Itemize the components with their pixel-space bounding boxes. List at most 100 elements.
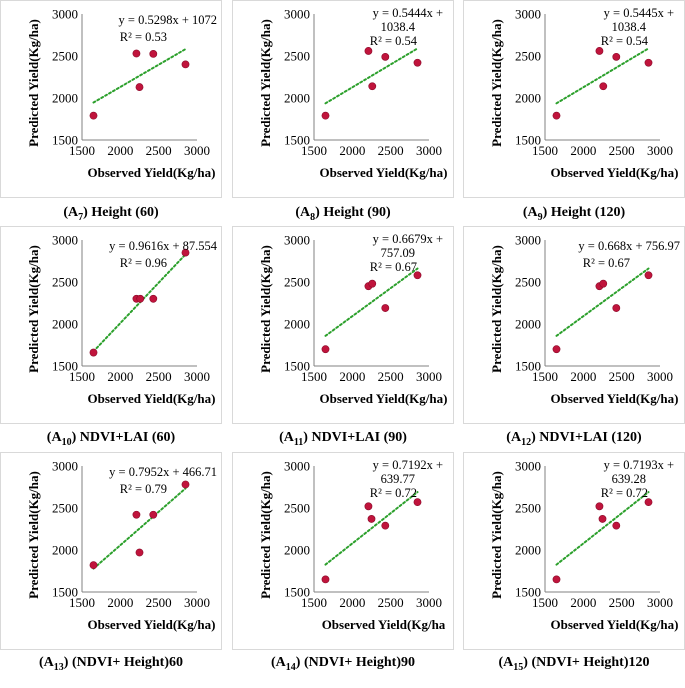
y-tick-label: 3000 (52, 233, 78, 248)
regression-equation: y = 0.6679x + (373, 232, 443, 246)
y-tick-label: 1500 (52, 359, 78, 374)
y-axis-title: Predicted Yield(Kg/ha) (26, 19, 41, 147)
regression-equation: y = 0.5445x + (604, 6, 674, 20)
caption-subscript: 7 (78, 211, 84, 223)
x-tick-label: 1500 (301, 143, 327, 158)
scatter-plot: 1500 2000 2500 3000 1500 2000 2500 3000 Observed… (258, 6, 447, 180)
r-squared-label: R² = 0.54 (601, 34, 649, 48)
panel-caption: (A7) Height (60) (0, 205, 222, 223)
x-axis-title: Observed Yield(Kg/ha) (320, 391, 448, 406)
trendline (555, 47, 650, 105)
caption-prefix: (A (39, 655, 54, 670)
y-tick-label: 3000 (515, 233, 541, 248)
y-tick-label: 1500 (515, 359, 541, 374)
caption-suffix: ) NDVI+LAI (60) (71, 430, 176, 445)
x-tick-label: 2000 (339, 595, 365, 610)
data-point (321, 345, 330, 354)
y-tick-label: 1500 (515, 133, 541, 148)
r-squared-label: R² = 0.67 (583, 256, 630, 270)
chart-panel: 1500 2000 2500 3000 1500 2000 2500 3000 Observed… (0, 226, 222, 456)
y-tick-label: 2000 (515, 317, 541, 332)
data-point (149, 50, 158, 58)
x-tick-label: 1500 (69, 595, 95, 610)
caption-suffix: ) Height (60) (83, 205, 159, 220)
data-point (321, 111, 330, 120)
x-tick-label: 2000 (107, 143, 133, 158)
data-point (367, 515, 376, 523)
x-tick-label: 2500 (378, 369, 404, 384)
data-point (612, 521, 621, 530)
x-tick-label: 3000 (184, 143, 210, 158)
caption-prefix: (A (498, 655, 514, 670)
y-axis-title: Predicted Yield(Kg/ha) (258, 19, 273, 147)
y-tick-label: 3000 (284, 233, 310, 248)
y-tick-label: 1500 (284, 133, 310, 148)
y-tick-label: 2500 (52, 49, 78, 64)
chart-panel: 1500 2000 2500 3000 1500 2000 2500 3000 Observed… (0, 0, 222, 230)
panel-caption: (A15) (NDVI+ Height)120 (463, 655, 685, 673)
y-axis-title: Predicted Yield(Kg/ha) (489, 471, 504, 599)
chart-panel: 1500 2000 2500 3000 1500 2000 2500 3000 Observed… (463, 452, 685, 682)
panel-caption: (A14) (NDVI+ Height)90 (232, 655, 454, 673)
panel-caption: (A11) NDVI+LAI (90) (232, 430, 454, 448)
trendline (555, 491, 650, 566)
caption-subscript: 9 (537, 211, 543, 223)
data-point (644, 271, 653, 280)
data-point (368, 279, 377, 288)
caption-suffix: ) (NDVI+ Height)90 (295, 655, 415, 670)
y-tick-label: 2500 (52, 275, 78, 290)
x-tick-label: 2500 (146, 369, 172, 384)
y-axis-title: Predicted Yield(Kg/ha) (26, 471, 41, 599)
r-squared-label: R² = 0.72 (601, 486, 648, 500)
scatter-plot: 1500 2000 2500 3000 1500 2000 2500 3000 Observed… (26, 459, 217, 633)
data-point (612, 52, 621, 61)
scatter-plot: 1500 2000 2500 3000 1500 2000 2500 3000 Observed… (26, 233, 218, 407)
data-point (413, 271, 422, 280)
regression-equation: y = 0.5298x + 1072 (119, 13, 217, 27)
x-tick-label: 3000 (416, 369, 442, 384)
scatter-plot: 1500 2000 2500 3000 1500 2000 2500 3000 Observed… (26, 7, 217, 181)
x-tick-label: 3000 (184, 369, 210, 384)
y-axis-title: Predicted Yield(Kg/ha) (26, 245, 41, 373)
data-point (595, 502, 604, 511)
chart-frame (0, 226, 222, 424)
regression-equation-cont: 639.77 (381, 472, 415, 486)
panel-caption: (A10) NDVI+LAI (60) (0, 430, 222, 448)
chart-panel: 1500 2000 2500 3000 1500 2000 2500 3000 Observed… (232, 452, 454, 682)
x-tick-label: 3000 (647, 595, 673, 610)
data-point (599, 279, 608, 288)
data-point (181, 60, 190, 69)
caption-subscript: 15 (513, 661, 524, 673)
y-tick-label: 1500 (52, 133, 78, 148)
chart-frame (232, 0, 454, 198)
data-point (413, 58, 422, 67)
x-tick-label: 2000 (570, 595, 596, 610)
x-tick-label: 2500 (609, 143, 635, 158)
caption-subscript: 8 (310, 211, 316, 223)
data-point (149, 294, 158, 303)
caption-prefix: (A (46, 430, 62, 445)
data-point (135, 83, 144, 91)
y-tick-label: 2000 (52, 543, 78, 558)
regression-equation: y = 0.7952x + 466.71 (109, 465, 217, 479)
x-tick-label: 3000 (416, 595, 442, 610)
r-squared-label: R² = 0.96 (120, 256, 167, 270)
trendline (92, 48, 187, 104)
x-axis-title: Observed Yield(Kg/ha) (88, 617, 216, 632)
x-tick-label: 1500 (69, 143, 95, 158)
caption-prefix: (A (63, 205, 79, 220)
y-tick-label: 1500 (284, 585, 310, 600)
x-tick-label: 1500 (532, 595, 558, 610)
y-tick-label: 2000 (284, 317, 310, 332)
trendline (92, 253, 187, 353)
x-tick-label: 1500 (69, 369, 95, 384)
x-tick-label: 2500 (609, 595, 635, 610)
data-point (381, 52, 390, 61)
data-point (89, 561, 98, 570)
x-axis-title: Observed Yield(Kg/ha (322, 617, 446, 632)
x-tick-label: 3000 (416, 143, 442, 158)
x-tick-label: 2000 (570, 369, 596, 384)
r-squared-label: R² = 0.54 (370, 34, 418, 48)
regression-equation: y = 0.7193x + (604, 458, 674, 472)
regression-equation-cont: 639.28 (612, 472, 646, 486)
